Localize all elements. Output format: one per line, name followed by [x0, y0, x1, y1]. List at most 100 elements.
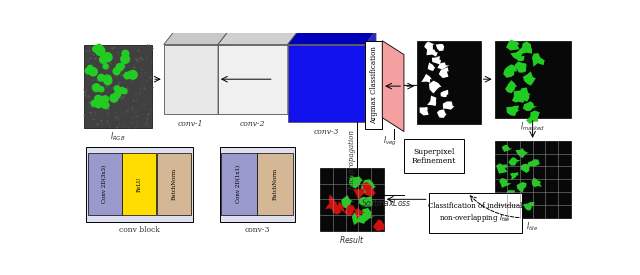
Circle shape [95, 46, 105, 55]
Text: conv-2: conv-2 [240, 120, 266, 128]
Circle shape [103, 75, 111, 83]
Circle shape [103, 64, 108, 69]
Polygon shape [382, 41, 404, 131]
Bar [495, 41, 571, 118]
Polygon shape [437, 109, 447, 118]
Bar [320, 168, 384, 231]
Text: conv block: conv block [119, 226, 160, 233]
Polygon shape [427, 96, 436, 106]
Polygon shape [218, 31, 229, 114]
Bar [417, 41, 481, 124]
Polygon shape [508, 157, 520, 166]
Polygon shape [353, 188, 366, 200]
Polygon shape [512, 90, 526, 103]
Polygon shape [516, 182, 527, 192]
Polygon shape [527, 159, 540, 167]
Bar [429, 193, 522, 233]
Polygon shape [526, 111, 540, 124]
Text: Conv 2D(3x3): Conv 2D(3x3) [102, 165, 108, 203]
Bar [404, 139, 465, 173]
Polygon shape [532, 53, 545, 67]
Circle shape [102, 102, 109, 109]
Polygon shape [509, 172, 518, 180]
Polygon shape [365, 186, 376, 196]
Text: BatchNorm: BatchNorm [273, 168, 278, 200]
Text: conv-1: conv-1 [178, 120, 204, 128]
Bar [157, 153, 191, 215]
Polygon shape [503, 64, 517, 78]
Bar [257, 153, 293, 215]
Text: Classification of individual
non-overlapping $I_{tile}$: Classification of individual non-overlap… [428, 202, 522, 224]
Polygon shape [329, 194, 337, 209]
Circle shape [121, 55, 129, 64]
Circle shape [124, 72, 131, 79]
Circle shape [114, 91, 120, 98]
Polygon shape [164, 45, 218, 114]
Bar [122, 153, 156, 215]
Polygon shape [532, 177, 542, 187]
Bar [84, 45, 152, 128]
Circle shape [93, 98, 103, 108]
Text: $I_{tile}$: $I_{tile}$ [527, 221, 539, 233]
Polygon shape [365, 31, 376, 122]
Polygon shape [164, 31, 229, 45]
Text: $I_{RGB}$: $I_{RGB}$ [110, 131, 125, 143]
Polygon shape [515, 148, 529, 158]
Circle shape [118, 89, 123, 93]
Polygon shape [362, 182, 372, 193]
Text: conv-3: conv-3 [314, 128, 339, 136]
Text: Superpixel
Refinement: Superpixel Refinement [412, 148, 456, 165]
Text: BatchNorm: BatchNorm [172, 168, 177, 200]
Polygon shape [432, 56, 441, 65]
Polygon shape [506, 106, 520, 116]
Polygon shape [510, 51, 525, 61]
Circle shape [119, 63, 124, 69]
Polygon shape [499, 178, 511, 188]
Bar [495, 141, 571, 218]
Circle shape [99, 87, 104, 92]
Circle shape [93, 84, 100, 91]
Bar [221, 153, 257, 215]
Polygon shape [523, 71, 536, 86]
Polygon shape [524, 202, 534, 210]
Circle shape [116, 64, 124, 71]
Polygon shape [426, 49, 438, 57]
Bar [365, 41, 382, 129]
Polygon shape [362, 208, 374, 223]
Polygon shape [341, 195, 353, 208]
Circle shape [106, 76, 111, 82]
Polygon shape [218, 31, 298, 45]
Text: $I_{veg}$: $I_{veg}$ [383, 135, 397, 148]
Text: $I_{masked}$: $I_{masked}$ [520, 121, 545, 133]
Circle shape [89, 68, 97, 76]
Bar [88, 153, 122, 215]
Text: $Result$: $Result$ [339, 234, 365, 245]
Polygon shape [440, 90, 448, 97]
Circle shape [110, 94, 118, 102]
Polygon shape [443, 101, 454, 110]
Circle shape [100, 56, 107, 63]
Polygon shape [218, 45, 288, 114]
Text: $SoftmaxLoss$: $SoftmaxLoss$ [360, 197, 411, 208]
Polygon shape [288, 31, 376, 45]
Polygon shape [505, 80, 517, 93]
Polygon shape [519, 87, 531, 102]
Circle shape [114, 86, 120, 91]
Polygon shape [421, 74, 432, 83]
Circle shape [103, 53, 112, 62]
Polygon shape [424, 42, 435, 50]
Circle shape [119, 87, 125, 93]
Polygon shape [349, 175, 363, 189]
Polygon shape [352, 213, 367, 225]
Circle shape [127, 72, 132, 76]
Polygon shape [437, 62, 449, 70]
Polygon shape [520, 164, 530, 173]
Circle shape [95, 95, 102, 103]
Circle shape [88, 65, 93, 70]
Polygon shape [420, 107, 429, 116]
Polygon shape [288, 31, 298, 114]
Circle shape [85, 68, 92, 74]
Circle shape [91, 101, 97, 106]
Polygon shape [506, 40, 520, 51]
Polygon shape [496, 163, 508, 174]
